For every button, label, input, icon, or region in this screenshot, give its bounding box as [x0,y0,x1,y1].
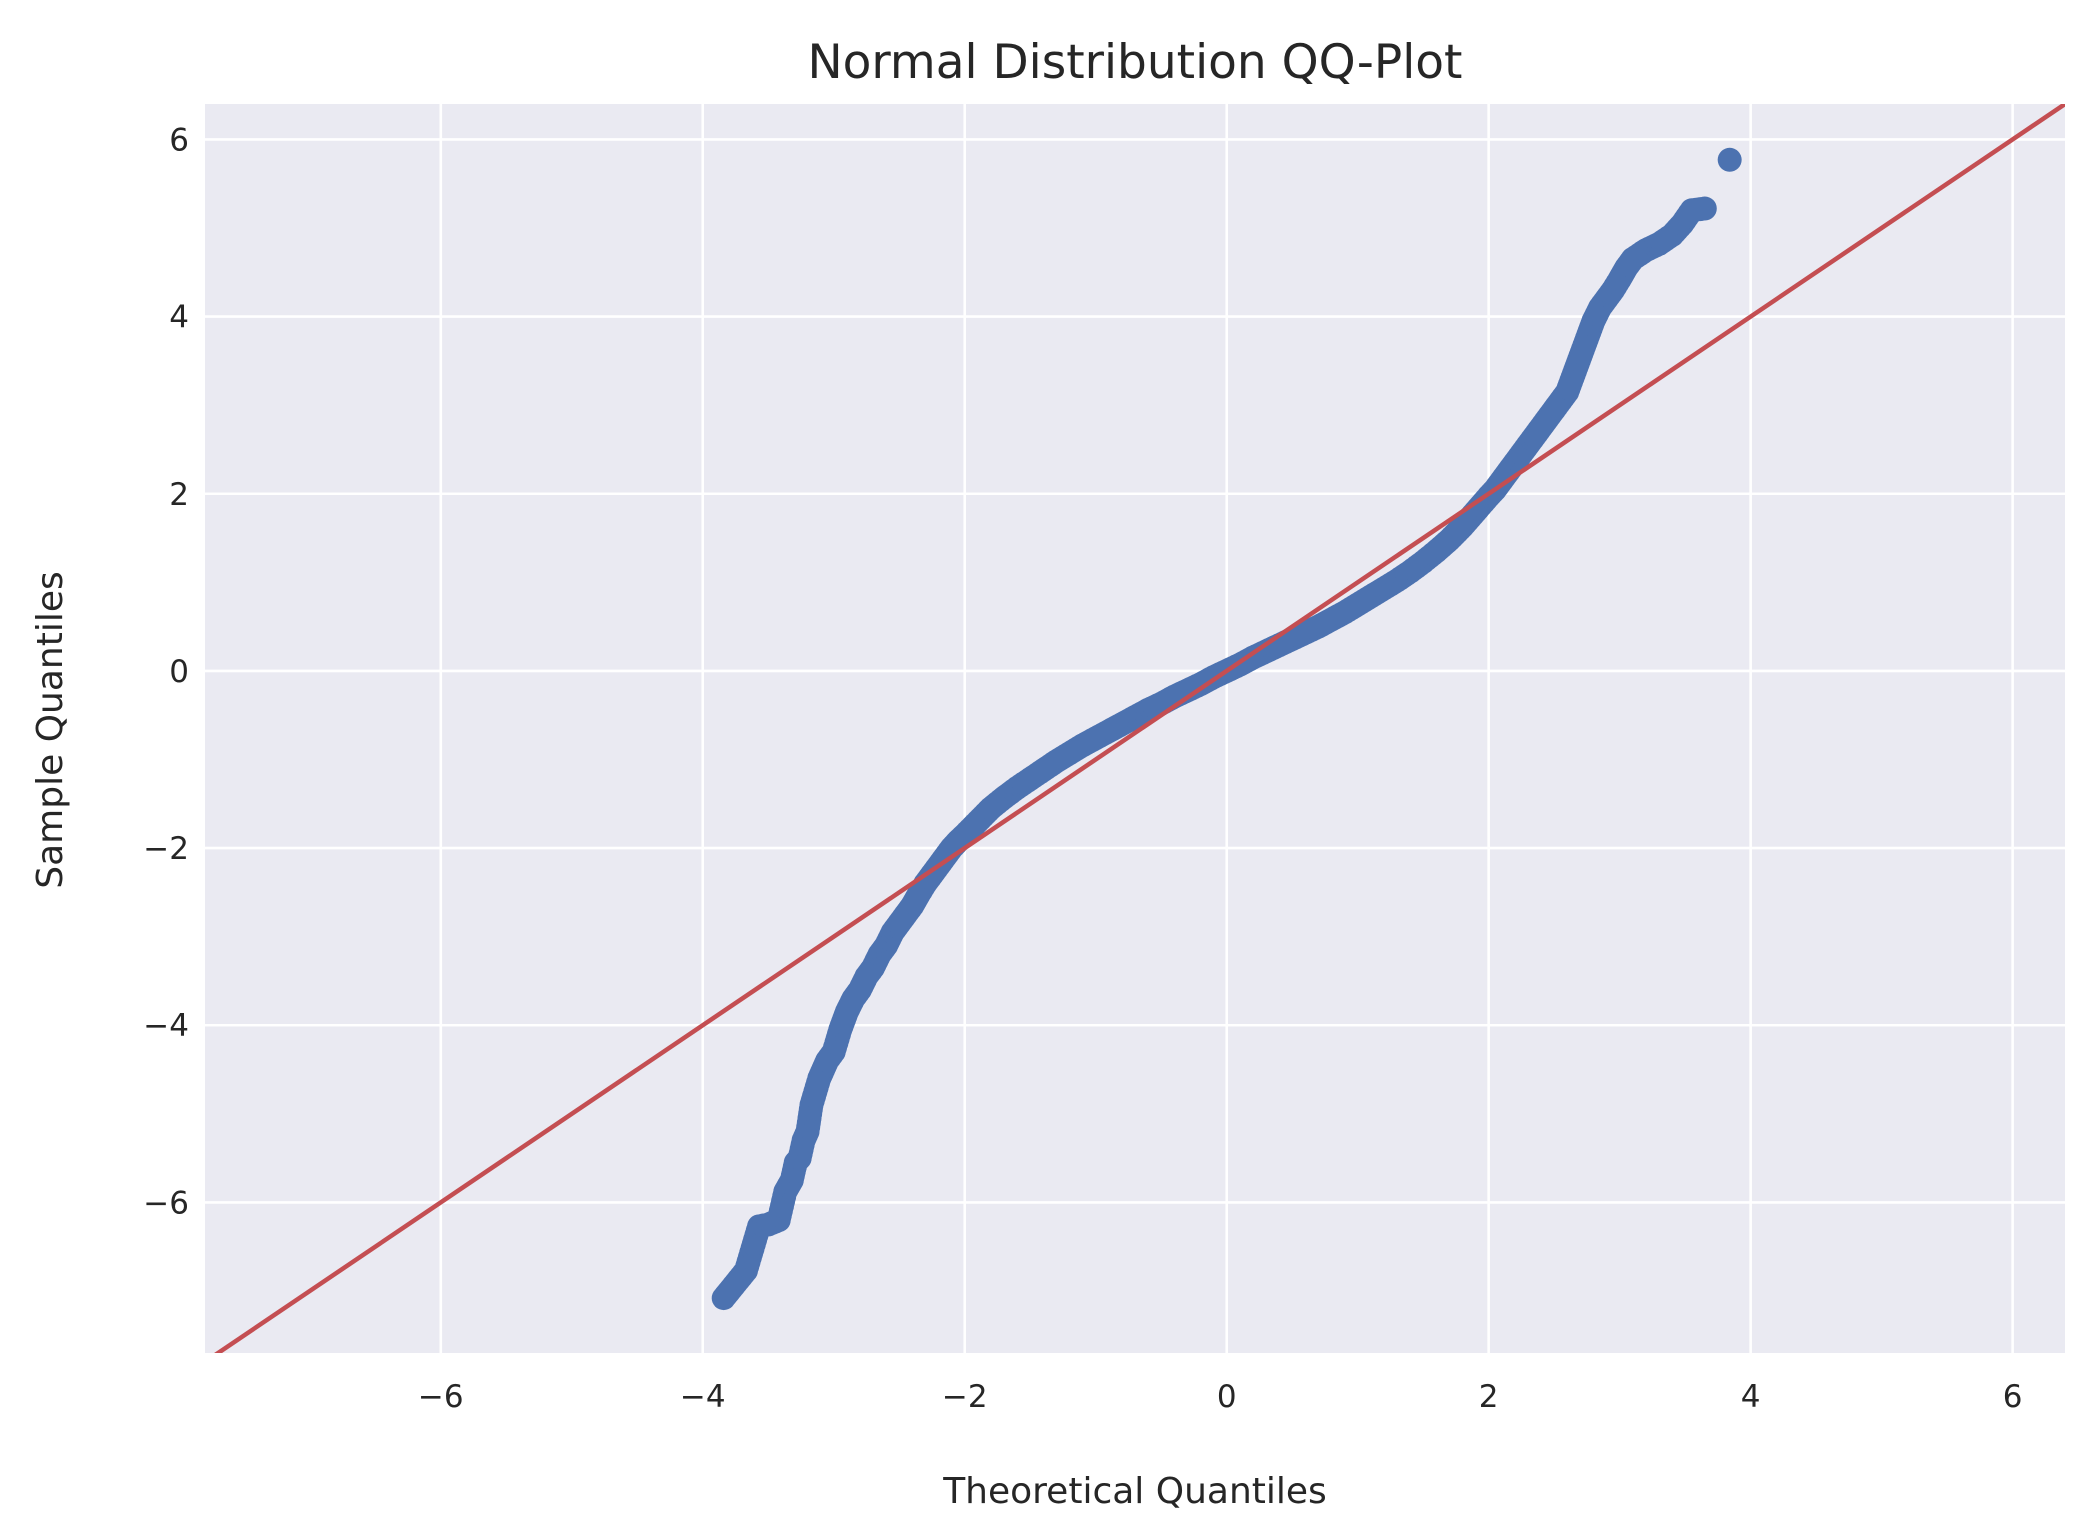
x-tick-label: 4 [1741,1379,1761,1415]
chart-title: Normal Distribution QQ-Plot [808,35,1463,90]
x-tick-label: −4 [680,1379,726,1415]
sample-point [1717,147,1742,172]
y-axis-label: Sample Quantiles [30,571,71,888]
y-tick-label: −4 [143,1008,189,1044]
sample-point [1692,196,1717,221]
y-tick-label: 0 [169,654,189,690]
x-axis-label: Theoretical Quantiles [942,1471,1327,1512]
y-tick-labels: −6 −4 −2 0 2 4 6 [143,122,189,1221]
x-tick-label: −2 [942,1379,988,1415]
x-tick-label: 2 [1479,1379,1499,1415]
x-tick-label: −6 [418,1379,464,1415]
y-tick-label: 4 [169,300,189,336]
x-tick-label: 6 [2003,1379,2023,1415]
x-tick-label: 0 [1217,1379,1237,1415]
reference-line-group [214,104,2065,1353]
y-tick-label: −6 [143,1185,189,1221]
y-tick-label: −2 [143,831,189,867]
y-tick-label: 6 [169,122,189,158]
grid-lines [205,104,2065,1353]
x-tick-labels: −6 −4 −2 0 2 4 6 [418,1379,2023,1415]
reference-line [214,104,2065,1353]
y-tick-label: 2 [169,477,189,513]
